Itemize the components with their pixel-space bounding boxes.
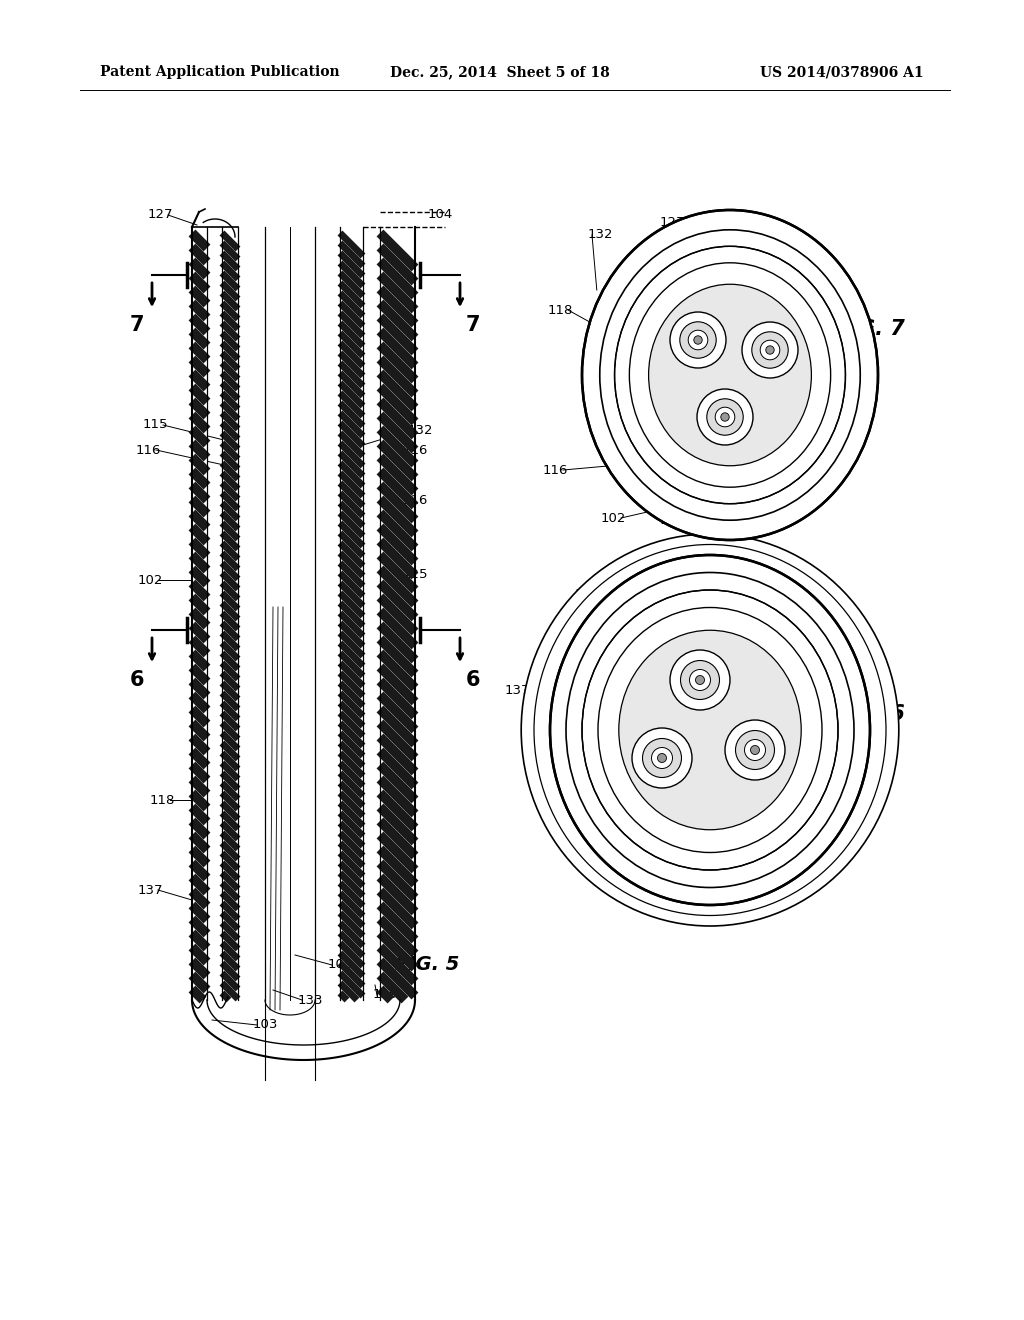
Circle shape <box>721 413 729 421</box>
Text: 115: 115 <box>142 418 168 432</box>
Text: FIG. 7: FIG. 7 <box>836 319 904 339</box>
Text: US 2014/0378906 A1: US 2014/0378906 A1 <box>760 65 924 79</box>
Ellipse shape <box>582 590 838 870</box>
Text: 7: 7 <box>466 315 480 335</box>
Text: 125: 125 <box>623 583 648 597</box>
Circle shape <box>688 330 708 350</box>
Circle shape <box>642 738 682 777</box>
Circle shape <box>697 389 753 445</box>
Circle shape <box>651 747 673 768</box>
Circle shape <box>744 739 766 760</box>
Text: FIG. 5: FIG. 5 <box>395 954 460 974</box>
Text: 6: 6 <box>466 671 480 690</box>
Circle shape <box>657 754 667 763</box>
Ellipse shape <box>614 247 846 504</box>
Text: 105: 105 <box>574 589 600 602</box>
Text: 132: 132 <box>587 228 612 242</box>
Text: 104: 104 <box>427 209 453 222</box>
Text: 118: 118 <box>150 793 175 807</box>
Text: 118: 118 <box>677 578 702 591</box>
Ellipse shape <box>618 630 801 830</box>
Text: 125: 125 <box>402 569 428 582</box>
Circle shape <box>695 676 705 685</box>
Circle shape <box>760 341 780 360</box>
Text: 104: 104 <box>659 513 685 527</box>
Text: 137: 137 <box>504 684 529 697</box>
Circle shape <box>751 746 760 755</box>
Circle shape <box>742 322 798 378</box>
Ellipse shape <box>598 607 822 853</box>
Circle shape <box>670 312 726 368</box>
Ellipse shape <box>550 554 870 906</box>
Bar <box>265 197 315 1001</box>
Bar <box>340 227 362 1001</box>
Ellipse shape <box>534 544 886 916</box>
Text: 132: 132 <box>408 424 433 437</box>
Text: 116: 116 <box>402 494 428 507</box>
Text: Patent Application Publication: Patent Application Publication <box>100 65 340 79</box>
Bar <box>193 227 207 1001</box>
Text: 116: 116 <box>402 444 428 457</box>
Bar <box>238 197 265 1001</box>
Text: Dec. 25, 2014  Sheet 5 of 18: Dec. 25, 2014 Sheet 5 of 18 <box>390 65 609 79</box>
Bar <box>207 197 222 1001</box>
Circle shape <box>707 399 743 436</box>
Ellipse shape <box>630 263 830 487</box>
Ellipse shape <box>648 284 811 466</box>
Text: 103: 103 <box>702 874 728 887</box>
Text: 127: 127 <box>147 209 173 222</box>
Text: 103: 103 <box>252 1019 278 1031</box>
Text: 137: 137 <box>137 883 163 896</box>
Text: 116: 116 <box>543 463 567 477</box>
Circle shape <box>694 335 702 345</box>
Circle shape <box>752 331 788 368</box>
Text: 133: 133 <box>297 994 323 1006</box>
Text: 127: 127 <box>659 215 685 228</box>
Circle shape <box>766 346 774 354</box>
Circle shape <box>632 729 692 788</box>
Circle shape <box>689 669 711 690</box>
Ellipse shape <box>582 210 878 540</box>
Circle shape <box>715 407 735 426</box>
Bar <box>315 197 340 1001</box>
Circle shape <box>670 649 730 710</box>
Circle shape <box>681 660 720 700</box>
Text: 6: 6 <box>130 671 144 690</box>
Circle shape <box>735 730 774 770</box>
Circle shape <box>680 322 716 358</box>
Text: 102: 102 <box>588 869 612 882</box>
Text: 103: 103 <box>722 511 748 524</box>
Bar <box>362 197 380 1001</box>
Ellipse shape <box>600 230 860 520</box>
Text: 116: 116 <box>739 578 765 591</box>
Text: 139: 139 <box>373 989 397 1002</box>
Text: 116: 116 <box>135 444 161 457</box>
Text: 115: 115 <box>729 215 755 228</box>
Text: 105: 105 <box>328 958 352 972</box>
Bar <box>222 227 238 1001</box>
Text: FIG. 6: FIG. 6 <box>836 704 904 723</box>
Text: 139: 139 <box>642 874 668 887</box>
Text: 102: 102 <box>600 511 626 524</box>
Ellipse shape <box>521 535 899 927</box>
Text: 7: 7 <box>130 315 144 335</box>
Bar <box>380 227 415 1001</box>
Circle shape <box>725 719 785 780</box>
Text: 118: 118 <box>547 304 572 317</box>
Text: 102: 102 <box>137 573 163 586</box>
Ellipse shape <box>566 573 854 887</box>
